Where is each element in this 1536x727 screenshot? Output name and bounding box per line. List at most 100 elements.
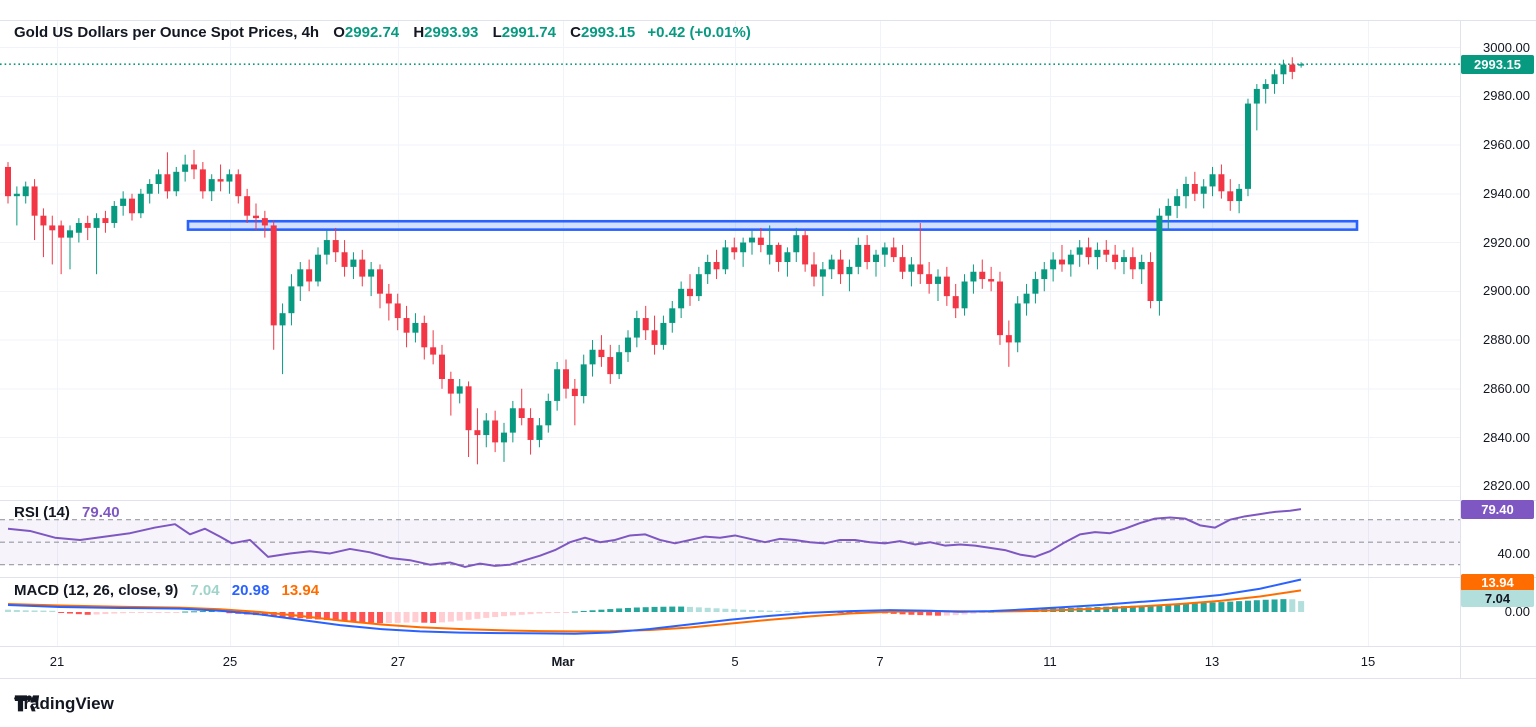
macd-histogram-bar	[421, 612, 428, 623]
macd-histogram-bar	[359, 612, 366, 623]
candle-down	[438, 354, 445, 379]
macd-histogram-bar	[633, 607, 640, 612]
time-axis-label: 11	[1043, 654, 1057, 669]
macd-histogram-bar	[199, 611, 206, 613]
candle-up	[22, 186, 29, 197]
macd-histogram-bar	[93, 612, 100, 615]
macd-histogram-bar	[1218, 602, 1225, 612]
macd-histogram-bar	[934, 612, 941, 616]
candle-up	[66, 230, 73, 238]
candle-down	[1191, 184, 1198, 194]
macd-histogram-bar	[332, 612, 339, 621]
macd-histogram-bar	[120, 612, 127, 614]
macd-histogram-bar	[474, 612, 481, 619]
candle-up	[1244, 103, 1251, 189]
macd-histogram-bar	[607, 609, 614, 612]
candle-up	[545, 400, 552, 426]
candle-up	[961, 281, 968, 309]
macd-histogram-bar	[837, 612, 844, 613]
current-price-badge: 2993.15	[1461, 55, 1534, 74]
candle-down	[943, 276, 950, 297]
macd-signal-line	[7, 589, 1302, 633]
symbol-title-row[interactable]: Gold US Dollars per Ounce Spot Prices, 4…	[14, 24, 751, 41]
candle-up	[633, 318, 640, 338]
candle-down	[270, 225, 277, 326]
candle-down	[926, 274, 933, 284]
macd-histogram-bar	[226, 612, 233, 614]
change-value: +0.42 (+0.01%)	[647, 24, 751, 41]
macd-histogram-bar	[58, 612, 65, 613]
candle-up	[13, 193, 20, 197]
macd-histogram-bar	[430, 612, 437, 624]
macd-histogram-bar	[1112, 606, 1119, 612]
candle-up	[1298, 64, 1305, 66]
macd-histogram-bar	[669, 606, 676, 612]
candle-up	[908, 264, 915, 272]
candle-down	[598, 349, 605, 358]
macd-histogram-bar	[616, 608, 623, 612]
candle-down	[128, 198, 135, 214]
macd-histogram-bar	[545, 612, 552, 614]
candle-up	[1023, 293, 1030, 304]
macd-histogram-bar	[376, 612, 383, 624]
macd-histogram-bar	[146, 612, 153, 613]
candle-up	[93, 218, 100, 228]
macd-hist-badge: 7.04	[1461, 590, 1534, 607]
candle-down	[899, 257, 906, 272]
candle-down	[385, 293, 392, 304]
candle-down	[1085, 247, 1092, 258]
macd-histogram-bar	[394, 612, 401, 623]
open-value: 2992.74	[344, 24, 400, 41]
macd-histogram-bar	[5, 609, 11, 612]
candle-up	[1271, 74, 1278, 85]
macd-histogram-bar	[562, 612, 569, 613]
macd-histogram-bar	[84, 612, 91, 615]
rsi-legend[interactable]: RSI (14) 79.40	[14, 504, 120, 521]
candle-down	[492, 420, 499, 443]
macd-histogram-bar	[1182, 603, 1189, 612]
macd-histogram-bar	[1138, 605, 1145, 612]
candle-up	[1209, 174, 1216, 187]
candle-down	[5, 166, 11, 197]
macd-histogram-bar	[704, 607, 711, 612]
macd-histogram-bar	[943, 612, 950, 616]
candle-down	[527, 418, 534, 440]
candle-down	[31, 186, 38, 216]
candle-down	[952, 296, 959, 309]
time-axis-label: 27	[390, 654, 406, 669]
candle-down	[217, 179, 224, 182]
candle-up	[793, 235, 800, 253]
price-axis-label: 2860.00	[1483, 380, 1530, 396]
macd-histogram-bar	[660, 606, 667, 612]
macd-histogram-bar	[740, 609, 747, 612]
macd-histogram-bar	[527, 612, 534, 615]
candle-down	[731, 247, 738, 253]
macd-histogram-bar	[182, 611, 189, 613]
candle-up	[1050, 259, 1057, 270]
candle-down	[49, 225, 56, 231]
time-axis-label: 15	[1360, 654, 1376, 669]
macd-histogram-bar	[952, 612, 959, 616]
macd-histogram-bar	[518, 612, 525, 615]
macd-histogram-bar	[492, 612, 499, 617]
macd-histogram-bar	[1236, 601, 1243, 612]
tradingview-logo[interactable]: TradingView	[14, 694, 114, 714]
candle-down	[1289, 64, 1296, 72]
macd-legend[interactable]: MACD (12, 26, close, 9) 7.04 20.98 13.94	[14, 582, 319, 599]
macd-histogram-bar	[731, 609, 738, 612]
macd-histogram-bar	[155, 612, 162, 613]
macd-histogram-bar	[13, 609, 20, 612]
macd-histogram-bar	[571, 611, 578, 613]
candle-up	[1138, 262, 1145, 270]
macd-histogram-bar	[846, 612, 853, 613]
candle-down	[430, 347, 437, 355]
macd-histogram-bar	[695, 607, 702, 612]
candle-down	[651, 330, 658, 345]
candle-down	[1147, 262, 1154, 301]
macd-histogram-bar	[447, 612, 454, 622]
candle-up	[554, 369, 561, 401]
macd-histogram-bar	[890, 612, 897, 614]
macd-histogram-bar	[1253, 600, 1260, 612]
macd-histogram-bar	[757, 610, 764, 612]
